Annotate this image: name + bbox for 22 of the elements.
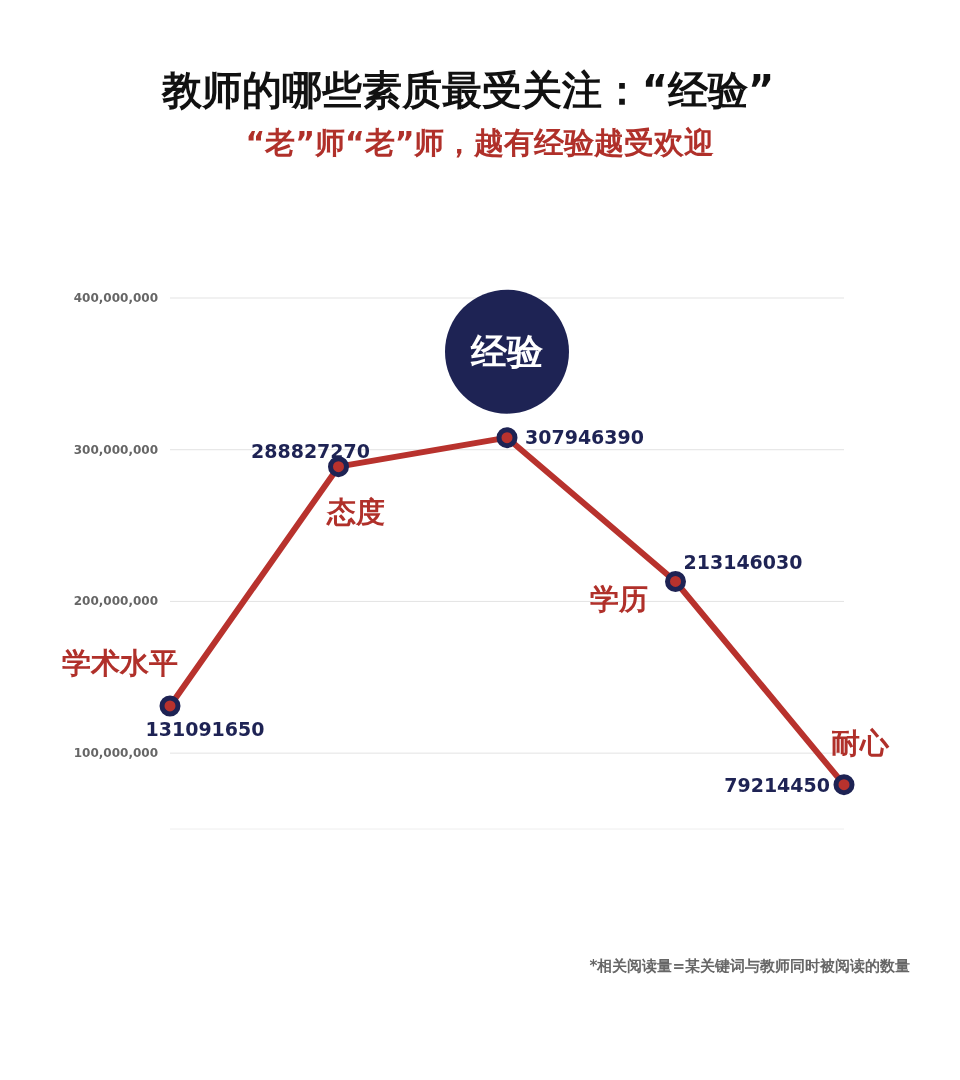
point: [665, 570, 686, 592]
chart-title: 教师的哪些素质最受关注：“经验”: [160, 67, 775, 113]
y-tick-label: 200,000,000: [73, 594, 158, 609]
data-label: 288827270: [251, 439, 370, 462]
point: [328, 456, 349, 478]
x-tick-label: 耐心: [831, 725, 890, 760]
x-tick-label: 学术水平: [62, 645, 178, 680]
point: [159, 695, 181, 717]
data-label: 213146030: [683, 551, 803, 574]
y-tick-label: 100,000,000: [73, 746, 158, 761]
x-tick-label: 学历: [589, 582, 648, 617]
point: [833, 774, 855, 796]
y-tick-label: 400,000,000: [73, 291, 158, 305]
text: *相关阅读量=某关键词与教师同时被阅读的数量: [589, 957, 910, 975]
x-tick-label: 经验: [470, 330, 544, 372]
data-label: 307946390: [525, 425, 644, 448]
x-tick-label: 态度: [325, 494, 385, 529]
y-tick-label: 300,000,000: [73, 442, 158, 457]
data-label: 79214450: [724, 773, 830, 796]
point: [496, 427, 518, 449]
data-label: 131091650: [145, 717, 265, 740]
chart-subtitle: “老”师“老”师，越有经验越受欢迎: [245, 125, 715, 160]
